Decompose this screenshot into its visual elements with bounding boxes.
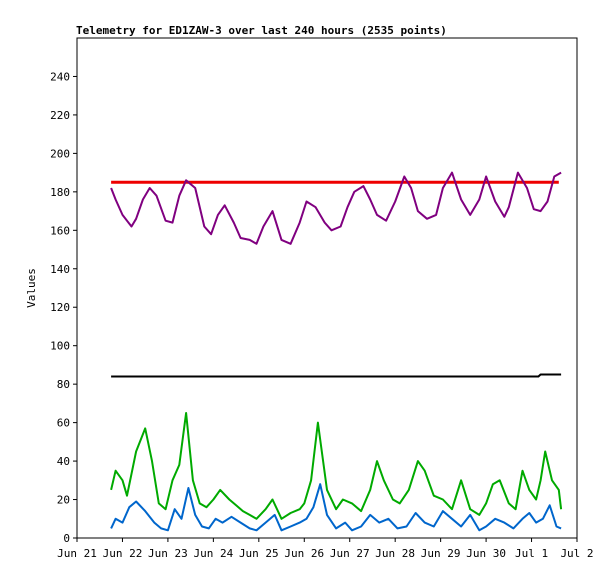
y-axis-label: Values (25, 268, 38, 308)
x-tick-label: Jun 23 (148, 547, 188, 560)
y-tick-label: 80 (57, 378, 70, 391)
x-tick-label: Jun 22 (103, 547, 143, 560)
series-line-3 (111, 373, 562, 378)
x-tick-label: Jun 24 (193, 547, 233, 560)
x-tick-label: Jul 1 (515, 547, 548, 560)
y-tick-label: 60 (57, 417, 70, 430)
x-tick-label: Jun 26 (284, 547, 324, 560)
series-layer (110, 171, 563, 532)
series-line-5 (110, 483, 562, 532)
y-tick-label: 40 (57, 455, 70, 468)
y-tick-label: 180 (50, 186, 70, 199)
y-tick-label: 220 (50, 109, 70, 122)
y-tick-label: 240 (50, 70, 70, 83)
plot-area (76, 37, 578, 539)
x-tick-label: Jun 30 (466, 547, 506, 560)
x-tick-label: Jun 29 (421, 547, 461, 560)
y-tick-label: 120 (50, 301, 70, 314)
chart-title: Telemetry for ED1ZAW-3 over last 240 hou… (76, 24, 447, 37)
x-tick-label: Jun 25 (239, 547, 279, 560)
x-tick-label: Jun 21 (57, 547, 97, 560)
y-tick-label: 200 (50, 147, 70, 160)
y-tick-label: 140 (50, 263, 70, 276)
y-tick-label: 100 (50, 340, 70, 353)
x-tick-label: Jul 2 (560, 547, 593, 560)
x-tick-label: Jun 27 (330, 547, 370, 560)
series-line-2 (110, 171, 562, 245)
y-tick-label: 20 (57, 494, 70, 507)
y-tick-label: 160 (50, 224, 70, 237)
x-tick-label: Jun 28 (375, 547, 415, 560)
y-tick-label: 0 (63, 532, 70, 545)
y-axis: 0 20 40 60 80 100 120 140 160 180 200 220 240 (50, 70, 77, 545)
series-line-4 (110, 412, 563, 520)
x-axis: Jun 21 Jun 22 Jun 23 Jun 24 Jun 25 Jun 26 Jun … (57, 538, 594, 560)
